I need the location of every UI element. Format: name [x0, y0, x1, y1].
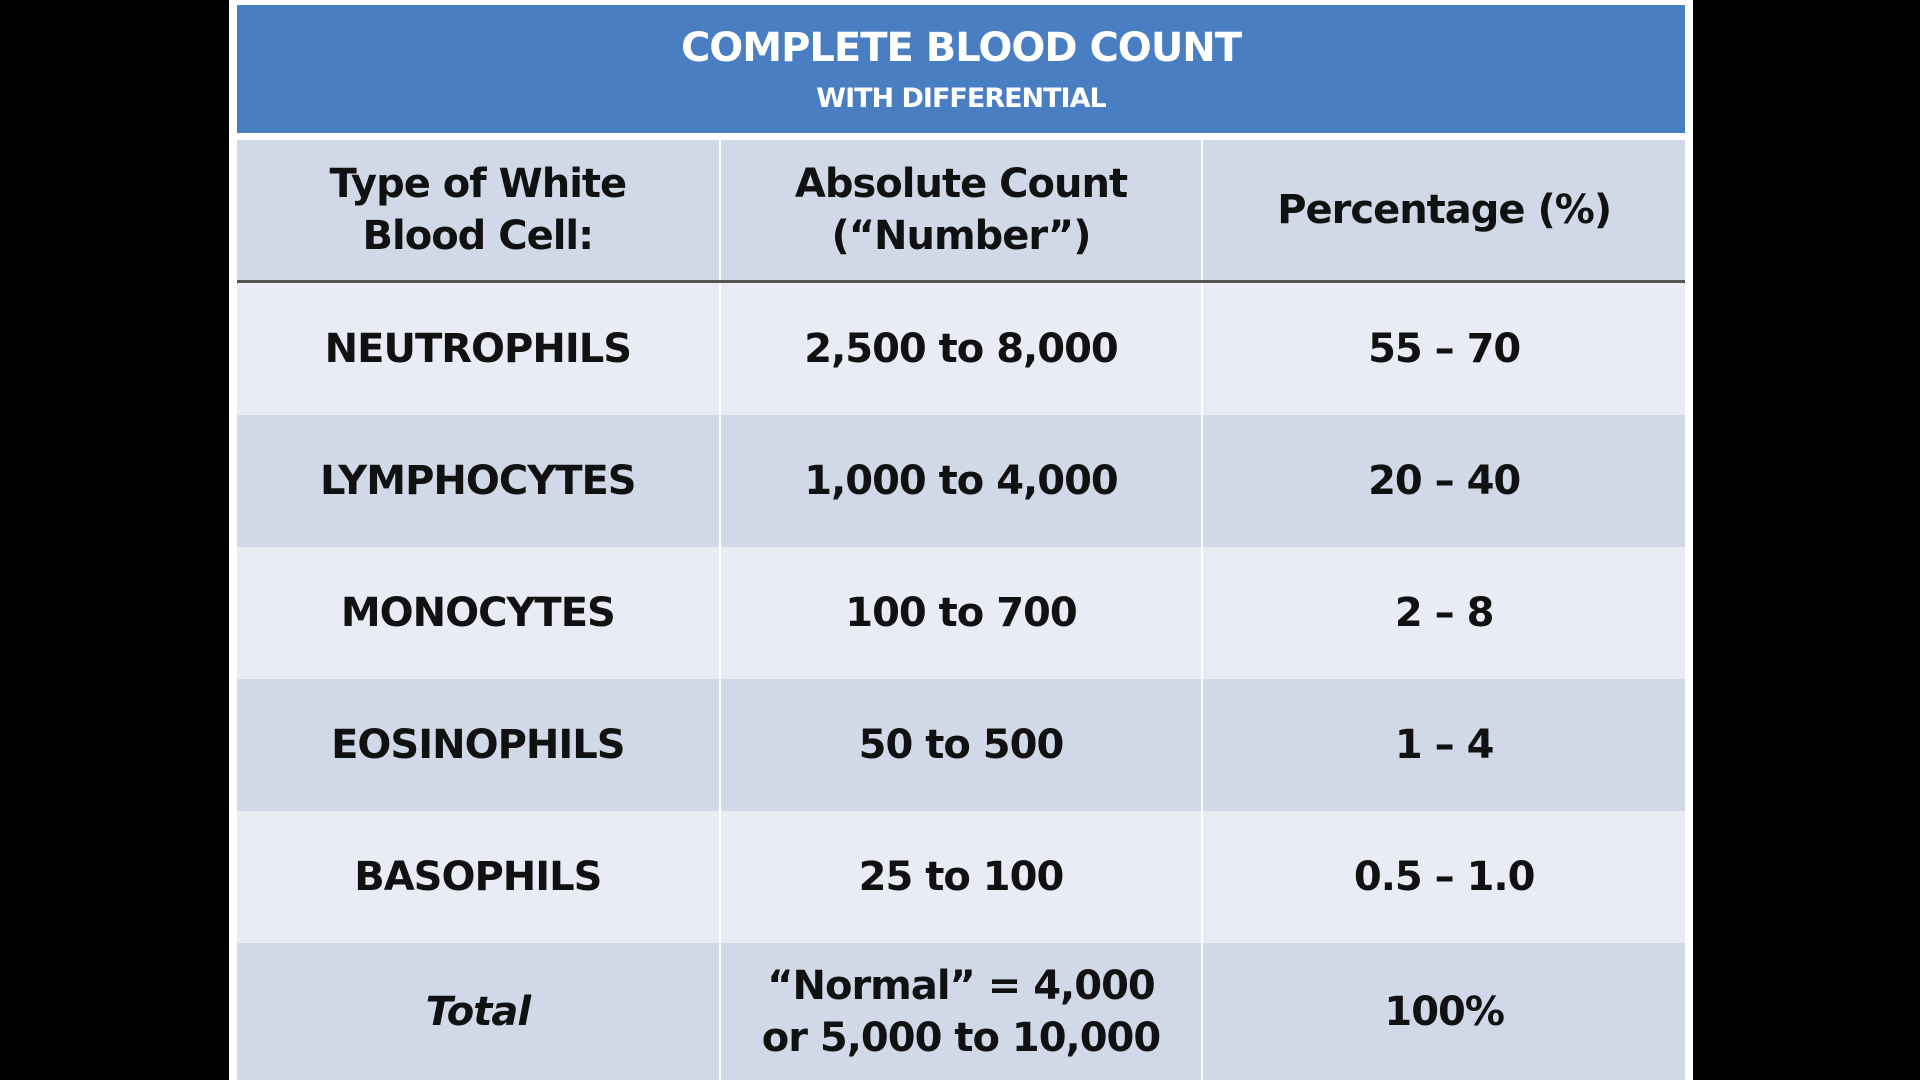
- cell-type: MONOCYTES: [237, 547, 720, 679]
- cell-type: LYMPHOCYTES: [237, 415, 720, 547]
- header-count: Absolute Count (“Number”): [718, 140, 1203, 283]
- cell-type: BASOPHILS: [237, 811, 720, 943]
- cell-type: EOSINOPHILS: [237, 679, 720, 811]
- slide: COMPLETE BLOOD COUNT WITH DIFFERENTIAL T…: [229, 0, 1693, 1080]
- table-row: LYMPHOCYTES 1,000 to 4,000 20 – 40: [237, 415, 1685, 547]
- cell-type: NEUTROPHILS: [237, 281, 720, 415]
- table-row: NEUTROPHILS 2,500 to 8,000 55 – 70: [237, 281, 1685, 415]
- cell-total-percent: 100%: [1201, 943, 1685, 1080]
- cell-percent: 1 – 4: [1201, 679, 1685, 811]
- total-row: Total “Normal” = 4,000 or 5,000 to 10,00…: [237, 943, 1685, 1080]
- cell-count: 100 to 700: [718, 547, 1203, 679]
- cell-count: 2,500 to 8,000: [718, 281, 1203, 415]
- table-row: BASOPHILS 25 to 100 0.5 – 1.0: [237, 811, 1685, 943]
- cell-count: 50 to 500: [718, 679, 1203, 811]
- cell-percent: 20 – 40: [1201, 415, 1685, 547]
- cell-count: 1,000 to 4,000: [718, 415, 1203, 547]
- cell-total-label: Total: [237, 943, 720, 1080]
- header-row: Type of White Blood Cell: Absolute Count…: [237, 140, 1685, 283]
- cell-total-count: “Normal” = 4,000 or 5,000 to 10,000: [718, 943, 1203, 1080]
- cell-percent: 55 – 70: [1201, 281, 1685, 415]
- header-percent: Percentage (%): [1201, 140, 1685, 283]
- slide-subtitle: WITH DIFFERENTIAL: [816, 83, 1106, 114]
- cbc-table: Type of White Blood Cell: Absolute Count…: [237, 140, 1685, 1080]
- slide-title: COMPLETE BLOOD COUNT: [680, 25, 1242, 71]
- header-type: Type of White Blood Cell:: [237, 140, 720, 283]
- cell-count: 25 to 100: [718, 811, 1203, 943]
- table-row: EOSINOPHILS 50 to 500 1 – 4: [237, 679, 1685, 811]
- table-row: MONOCYTES 100 to 700 2 – 8: [237, 547, 1685, 679]
- cell-percent: 2 – 8: [1201, 547, 1685, 679]
- title-banner: COMPLETE BLOOD COUNT WITH DIFFERENTIAL: [237, 5, 1685, 133]
- cell-percent: 0.5 – 1.0: [1201, 811, 1685, 943]
